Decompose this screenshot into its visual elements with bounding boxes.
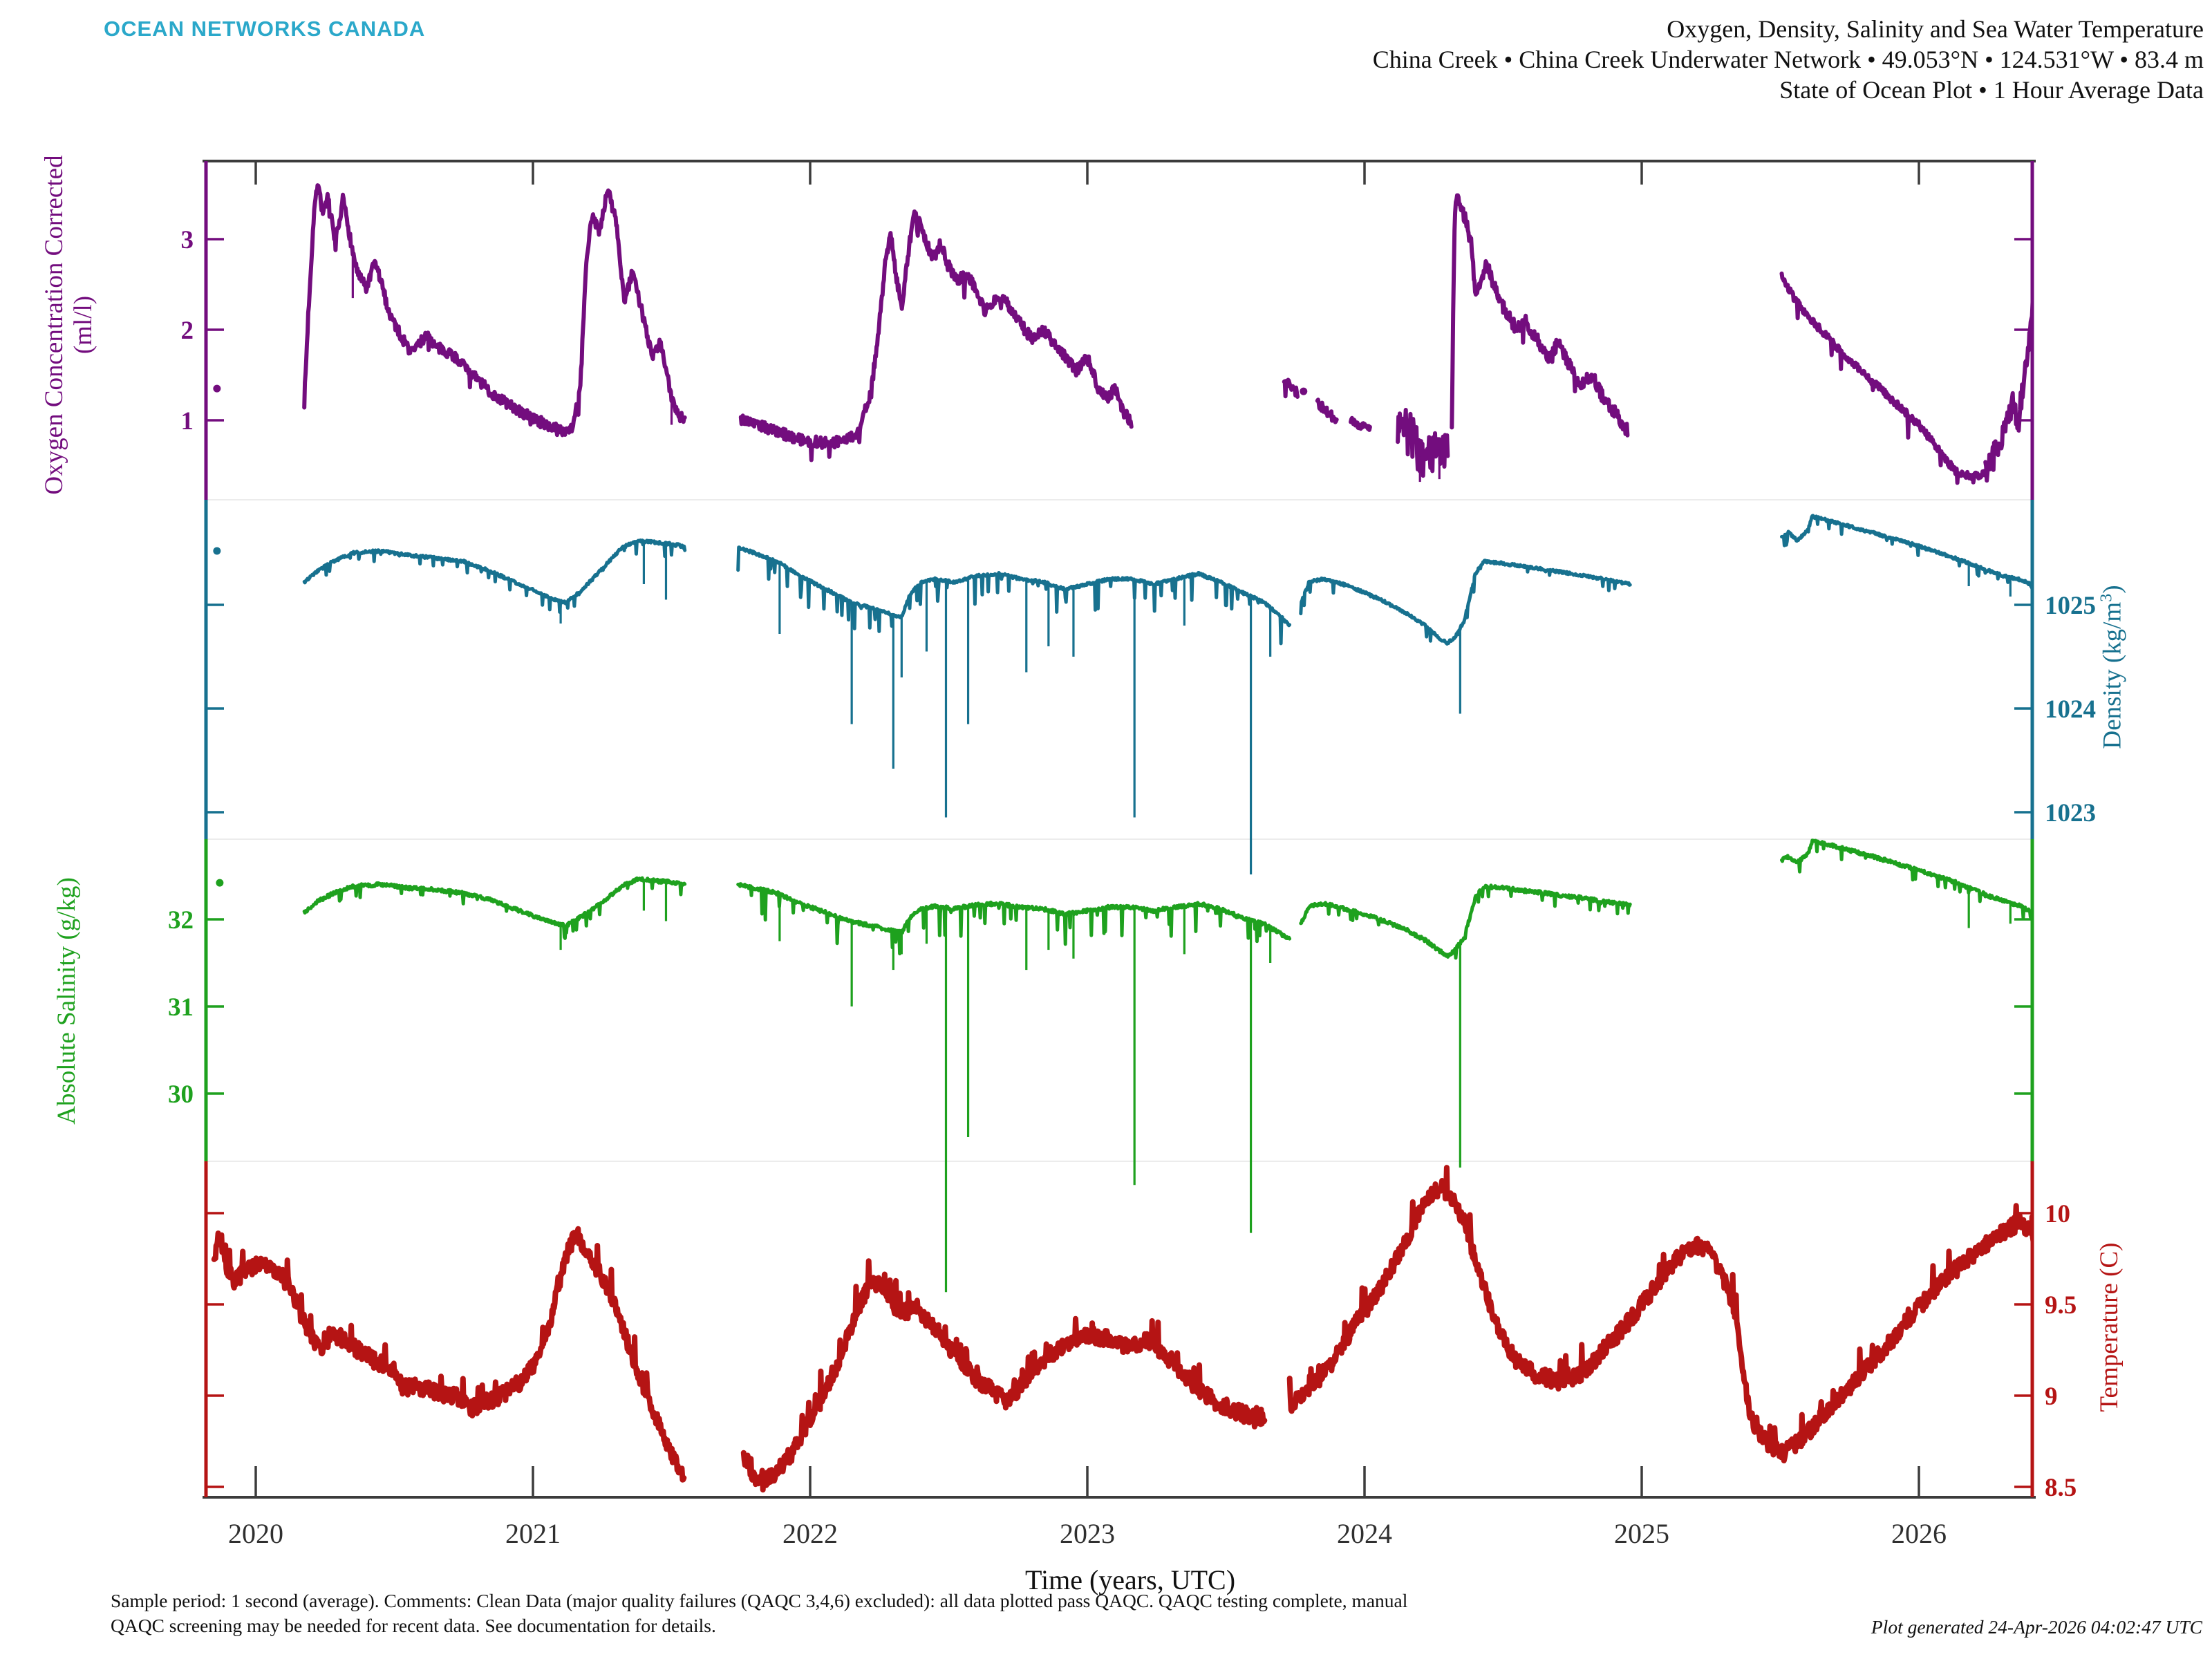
density-axis-title-text: Density (kg/m bbox=[2098, 601, 2127, 749]
oxygen-tick-label-1: 1 bbox=[181, 407, 194, 435]
salinity-series-line bbox=[302, 876, 687, 940]
oxygen-series-line bbox=[302, 183, 687, 438]
x-tick-label-2023: 2023 bbox=[1060, 1518, 1115, 1549]
x-tick-label-2026: 2026 bbox=[1891, 1518, 1947, 1549]
density-axis-title: Density (kg/m3) bbox=[2092, 585, 2127, 749]
temperature-axis-title: Temperature (C) bbox=[2095, 1242, 2124, 1412]
title-line-1: Oxygen, Density, Salinity and Sea Water … bbox=[1667, 15, 2204, 43]
density-axis-title-close: ) bbox=[2098, 585, 2127, 594]
x-tick-label-2022: 2022 bbox=[782, 1518, 838, 1549]
salinity-isolated-point bbox=[216, 879, 224, 887]
title-line-2: China Creek • China Creek Underwater Net… bbox=[1372, 46, 2204, 73]
x-tick-label-2021: 2021 bbox=[505, 1518, 561, 1549]
temperature-tick-label-8.5: 8.5 bbox=[2045, 1474, 2077, 1502]
oxygen-series-line bbox=[1282, 377, 1300, 399]
density-tick-label-1024: 1024 bbox=[2045, 695, 2096, 724]
density-series-line bbox=[1780, 514, 2034, 594]
salinity-axis-title: Absolute Salinity (g/kg) bbox=[53, 877, 81, 1125]
oxygen-series-line bbox=[1779, 271, 1987, 485]
temperature-tick-label-10: 10 bbox=[2045, 1200, 2070, 1228]
oxygen-series-line bbox=[1315, 397, 1339, 424]
oxygen-axis-title-line2: (ml/l) bbox=[69, 295, 97, 355]
density-tick-label-1025: 1025 bbox=[2045, 592, 2096, 620]
oxygen-series-line bbox=[1349, 415, 1372, 432]
x-tick-label-2020: 2020 bbox=[228, 1518, 283, 1549]
plot-generated-timestamp: Plot generated 24-Apr-2026 04:02:47 UTC bbox=[1871, 1616, 2202, 1638]
temperature-series-line bbox=[211, 1226, 687, 1483]
salinity-tick-label-30: 30 bbox=[168, 1080, 194, 1109]
footer-line-2: QAQC screening may be needed for recent … bbox=[111, 1615, 716, 1636]
salinity-series-line bbox=[736, 882, 1292, 956]
temperature-tick-label-9: 9 bbox=[2045, 1382, 2058, 1411]
salinity-series-line bbox=[1780, 838, 2034, 921]
oxygen-series-line bbox=[1450, 193, 1630, 438]
oxygen-axis-title-line1: Oxygen Concentration Corrected bbox=[40, 155, 68, 495]
temperature-tick-label-9.5: 9.5 bbox=[2045, 1291, 2077, 1320]
salinity-series-line bbox=[1299, 883, 1632, 960]
footer-comments: Sample period: 1 second (average). Comme… bbox=[111, 1588, 1407, 1638]
footer-line-1: Sample period: 1 second (average). Comme… bbox=[111, 1590, 1408, 1611]
density-tick-label-1023: 1023 bbox=[2045, 799, 2096, 827]
series-data bbox=[211, 183, 2034, 1493]
oxygen-isolated-point bbox=[213, 384, 221, 393]
onc-logo: OCEAN NETWORKS CANADA bbox=[104, 17, 426, 41]
density-axis-title-sup: 3 bbox=[2097, 593, 2116, 602]
temperature-series-line bbox=[1286, 1165, 2034, 1463]
density-isolated-point bbox=[213, 547, 221, 555]
plot-title: Oxygen, Density, Salinity and Sea Water … bbox=[1373, 14, 2204, 105]
density-series-line bbox=[736, 545, 1292, 646]
x-tick-label-2025: 2025 bbox=[1614, 1518, 1669, 1549]
salinity-tick-label-32: 32 bbox=[168, 906, 194, 935]
x-tick-label-2024: 2024 bbox=[1337, 1518, 1392, 1549]
oxygen-isolated-point bbox=[1300, 387, 1308, 395]
oxygen-series-line bbox=[1396, 408, 1450, 478]
oxygen-tick-label-2: 2 bbox=[181, 317, 194, 345]
density-series-line bbox=[1299, 559, 1632, 646]
oxygen-tick-label-3: 3 bbox=[181, 226, 194, 254]
title-line-3: State of Ocean Plot • 1 Hour Average Dat… bbox=[1779, 76, 2204, 104]
oxygen-series-line bbox=[1983, 298, 2034, 483]
density-series-line bbox=[302, 538, 687, 614]
oxygen-series-line bbox=[738, 209, 1134, 462]
temperature-series-line bbox=[740, 1258, 1268, 1493]
salinity-tick-label-31: 31 bbox=[168, 993, 194, 1022]
x-axis-title: Time (years, UTC) bbox=[1024, 1564, 1236, 1595]
oxygen-axis-title: Oxygen Concentration Corrected (ml/l) bbox=[40, 155, 98, 494]
